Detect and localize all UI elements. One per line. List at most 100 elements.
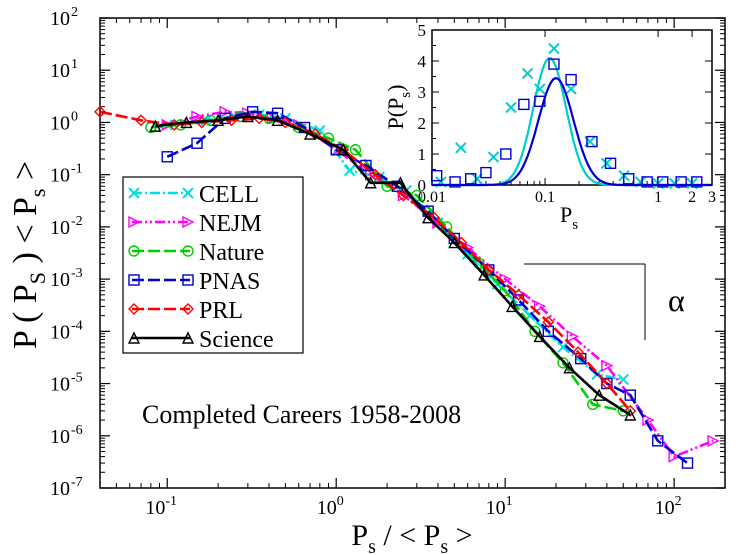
- data-point: [542, 316, 555, 329]
- inset-data-point: [623, 173, 635, 185]
- data-point: [477, 268, 491, 281]
- x-axis-label: Ps / < Ps >: [351, 519, 472, 555]
- inset-x-tick-label: 3: [708, 189, 716, 206]
- y-tick-label: 10: [50, 217, 70, 239]
- data-point: [617, 405, 629, 417]
- inset-data-point: [500, 148, 512, 160]
- inset-y-axis-label: P(Ps): [383, 85, 414, 130]
- inset-data-point: [657, 176, 669, 188]
- main-plot-frame: [99, 17, 726, 489]
- y-tick-exponent: -6: [71, 423, 83, 438]
- inset-y-tick-label: 3: [418, 83, 427, 102]
- data-point: [94, 105, 106, 118]
- annotation-text: Completed Careers 1958-2008: [142, 400, 461, 429]
- inset-data-point: [604, 157, 617, 170]
- legend-label: PNAS: [199, 269, 260, 295]
- data-point: [303, 127, 317, 140]
- data-point: [482, 263, 495, 276]
- data-point: [600, 377, 613, 390]
- legend-marker: [181, 331, 195, 344]
- inset-x-tick-label: 1: [654, 189, 662, 206]
- legend-label: PRL: [199, 298, 243, 324]
- data-point: [343, 164, 356, 177]
- x-tick-mantissa: 10: [145, 497, 165, 519]
- legend-marker: [182, 187, 194, 199]
- data-point: [587, 398, 599, 411]
- inset-data-point: [534, 95, 546, 108]
- y-tick-exponent: -5: [71, 371, 83, 386]
- data-point: [422, 211, 435, 224]
- inset-data-point: [675, 176, 687, 188]
- y-tick-label: 10: [50, 165, 70, 187]
- slope-guide: [524, 263, 646, 340]
- inset-y-tick-label: 2: [418, 114, 427, 133]
- data-point: [512, 288, 525, 301]
- inset-data-point: [505, 101, 517, 114]
- data-point: [681, 457, 694, 469]
- legend-item-prl: PRL: [128, 298, 243, 324]
- data-point: [601, 359, 614, 372]
- data-point: [394, 176, 407, 189]
- data-point: [191, 110, 204, 123]
- y-tick-exponent: 0: [71, 109, 78, 124]
- legend-marker: [182, 215, 195, 229]
- legend-marker: [182, 303, 194, 315]
- inset-data-point: [430, 169, 443, 182]
- data-point: [448, 236, 461, 249]
- series-science: [149, 109, 637, 421]
- legend-frame: [122, 176, 304, 354]
- data-point: [364, 176, 377, 189]
- inset-data-point: [691, 176, 703, 188]
- y-tick-label: 10: [50, 60, 70, 82]
- legend-marker: [128, 215, 141, 229]
- y-tick-label: 10: [50, 426, 70, 448]
- y-tick-label: 10: [50, 321, 70, 343]
- data-point: [593, 388, 606, 401]
- inset-data-point: [455, 142, 467, 154]
- inset-plot-frame: [431, 29, 713, 186]
- legend-marker: [182, 274, 194, 286]
- slope-label: α: [668, 282, 685, 318]
- y-axis-label: P ( PS ) < Ps >: [7, 161, 50, 349]
- y-tick-label: 10: [50, 269, 70, 291]
- inset-data-point: [600, 157, 613, 170]
- data-point: [397, 189, 410, 202]
- data-point: [219, 105, 232, 118]
- data-point: [349, 144, 362, 156]
- legend-item-nejm: NEJM: [128, 211, 262, 237]
- data-point: [557, 341, 569, 353]
- inset-x-tick-label: 0.1: [535, 189, 555, 206]
- x-tick-label: 101: [486, 494, 513, 519]
- data-point: [271, 107, 284, 119]
- inset-y-tick-label: 1: [418, 145, 427, 164]
- legend-item-nature: Nature: [128, 240, 264, 266]
- inset-fit-curve: [432, 76, 712, 187]
- main-series-group: [94, 105, 720, 469]
- legend-label: CELL: [199, 182, 259, 208]
- x-tick-mantissa: 10: [655, 497, 675, 519]
- legend: CELL NEJM Nature PNAS PRL Science: [122, 176, 304, 354]
- y-tick-label: 10: [50, 112, 70, 134]
- data-point: [211, 113, 225, 126]
- y-tick-exponent: -2: [71, 214, 83, 229]
- x-tick-label: 102: [655, 494, 682, 519]
- data-point: [271, 113, 284, 126]
- data-point: [563, 361, 576, 374]
- data-point: [533, 329, 546, 343]
- data-point: [624, 408, 637, 421]
- data-point: [624, 389, 636, 401]
- y-tick-exponent: -4: [71, 318, 83, 333]
- data-point: [624, 404, 637, 417]
- x-tick-mantissa: 10: [486, 497, 506, 519]
- inset-x-axis-label: Ps: [560, 202, 578, 233]
- data-point: [572, 346, 585, 359]
- x-tick-exponent: 0: [337, 494, 344, 509]
- inset-data-point: [565, 83, 577, 95]
- inset-data-point: [465, 173, 477, 185]
- data-point: [161, 151, 173, 163]
- data-point: [533, 300, 547, 313]
- y-tick-exponent: -7: [71, 475, 83, 490]
- data-point: [369, 168, 382, 181]
